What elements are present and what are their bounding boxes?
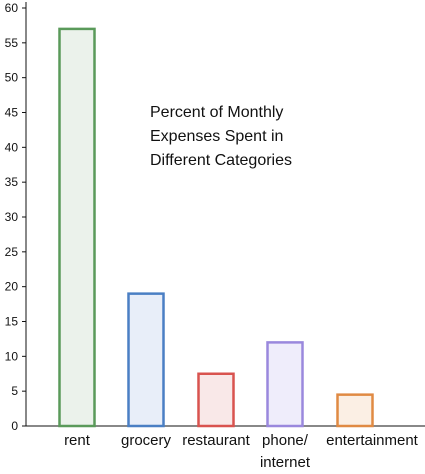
x-tick-label: entertainment xyxy=(326,432,419,449)
bar-grocery xyxy=(127,292,165,428)
y-tick-label: 50 xyxy=(5,71,19,85)
x-tick-label: restaurant xyxy=(182,432,250,449)
x-tick-label: phone/internet xyxy=(260,432,311,471)
y-tick-label: 10 xyxy=(5,349,19,363)
y-tick-label: 40 xyxy=(5,140,19,154)
bar-phoneinternet xyxy=(266,341,304,428)
y-tick-label: 0 xyxy=(11,419,18,433)
y-tick-label: 15 xyxy=(5,315,19,329)
chart-title-line: Different Categories xyxy=(150,152,292,169)
chart-title-line: Percent of Monthly xyxy=(150,104,283,121)
y-tick-label: 30 xyxy=(5,210,19,224)
y-tick-label: 60 xyxy=(5,1,19,15)
x-tick-label: rent xyxy=(64,432,91,449)
bars: rent grocery restaurant phone/internet enter… xyxy=(58,27,419,471)
chart-title: Percent of Monthly Expenses Spent in Diffe… xyxy=(150,104,292,169)
bar-rent xyxy=(58,27,96,428)
bar-restaurant xyxy=(197,372,235,428)
y-axis: 0 5 10 15 20 25 30 35 40 45 50 55 60 xyxy=(5,1,27,433)
y-tick-label: 45 xyxy=(5,106,19,120)
x-tick-label: grocery xyxy=(121,432,172,449)
y-tick-label: 20 xyxy=(5,280,19,294)
y-tick-label: 5 xyxy=(11,384,18,398)
bar-entertainment xyxy=(336,393,374,428)
y-tick-label: 55 xyxy=(5,36,19,50)
y-tick-label: 25 xyxy=(5,245,19,259)
chart-title-line: Expenses Spent in xyxy=(150,128,283,145)
y-tick-label: 35 xyxy=(5,175,19,189)
